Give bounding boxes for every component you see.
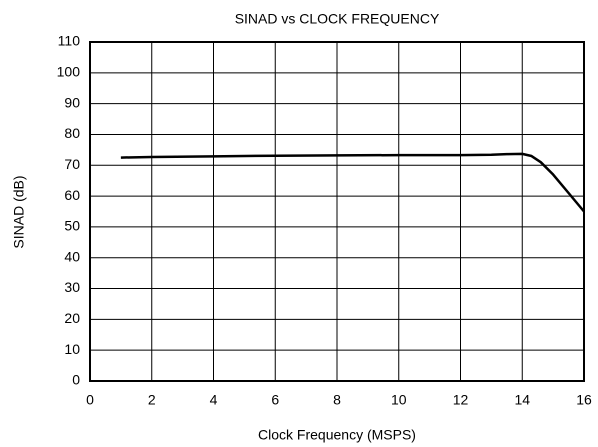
x-tick-label: 4	[210, 392, 218, 408]
x-tick-label: 12	[453, 392, 469, 408]
y-tick-label: 0	[72, 372, 80, 388]
y-tick-label: 50	[64, 218, 80, 234]
y-tick-label: 70	[64, 156, 80, 172]
x-tick-label: 0	[86, 392, 94, 408]
x-tick-label: 16	[576, 392, 592, 408]
x-tick-label: 6	[271, 392, 279, 408]
data-line	[120, 152, 585, 213]
x-tick-label: 10	[391, 392, 407, 408]
y-tick-label: 10	[64, 341, 80, 357]
y-tick-label: 90	[64, 94, 80, 110]
y-axis-label: SINAD (dB)	[11, 175, 27, 248]
x-axis-label: Clock Frequency (MSPS)	[258, 427, 416, 443]
y-tick-label: 30	[64, 279, 80, 295]
x-tick-label: 2	[148, 392, 156, 408]
y-tick-label: 80	[64, 125, 80, 141]
y-tick-label: 60	[64, 187, 80, 203]
y-tick-label: 20	[64, 310, 80, 326]
y-tick-label: 100	[57, 64, 81, 80]
x-tick-label: 14	[514, 392, 530, 408]
y-tick-label: 110	[58, 33, 81, 49]
chart-title: SINAD vs CLOCK FREQUENCY	[235, 11, 440, 27]
y-tick-label: 40	[64, 248, 80, 264]
x-tick-label: 8	[333, 392, 341, 408]
